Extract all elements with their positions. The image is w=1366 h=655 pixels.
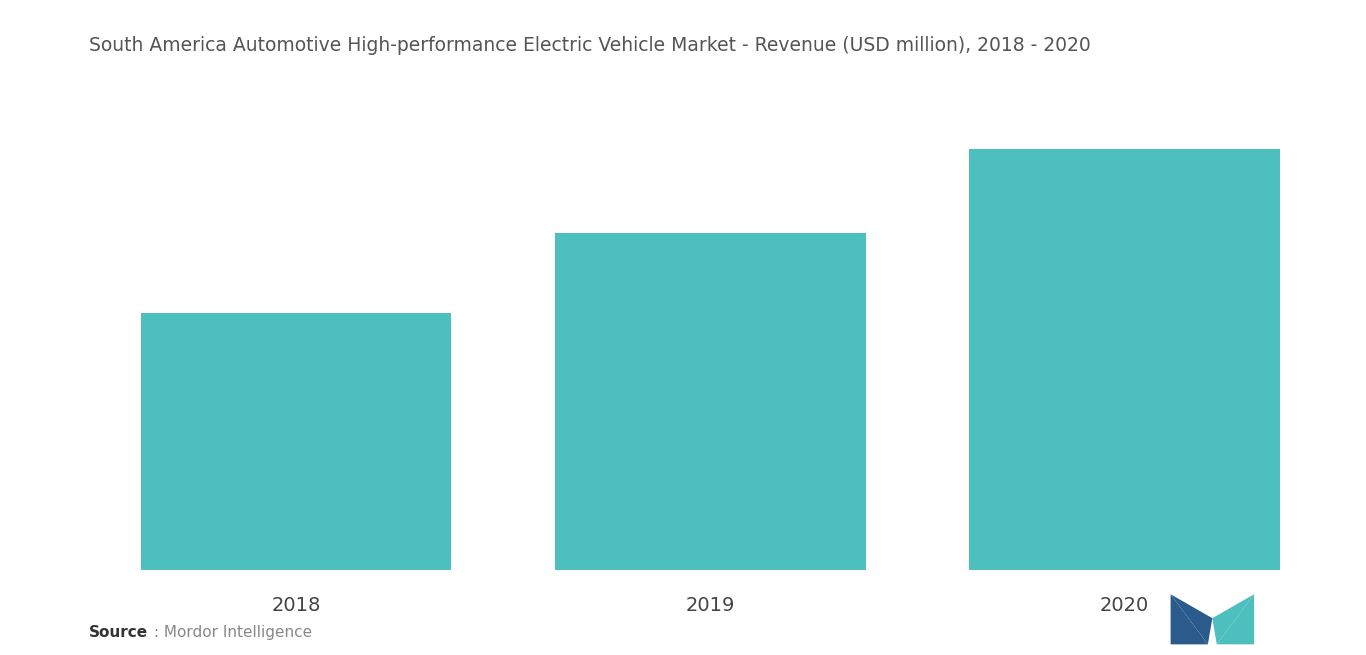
Bar — [555, 233, 866, 570]
Text: : Mordor Intelligence: : Mordor Intelligence — [149, 625, 311, 640]
Bar — [970, 149, 1280, 570]
Text: Source: Source — [89, 625, 148, 640]
Text: South America Automotive High-performance Electric Vehicle Market - Revenue (USD: South America Automotive High-performanc… — [89, 36, 1090, 55]
Bar — [141, 312, 451, 570]
